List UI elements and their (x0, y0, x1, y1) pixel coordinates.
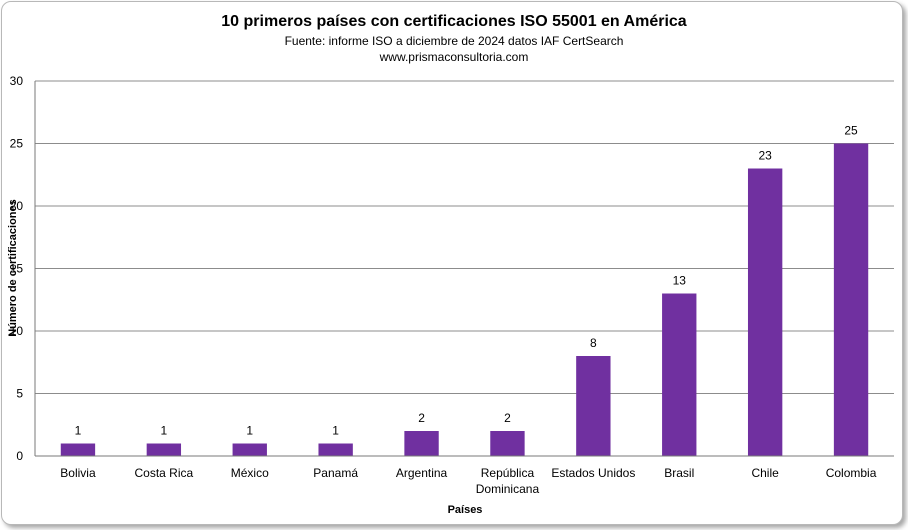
data-label: 8 (590, 336, 597, 350)
bar (833, 143, 869, 456)
x-tick-label: Bolivia (60, 466, 96, 480)
data-label: 1 (161, 424, 168, 438)
x-tick-label-line: Dominicana (476, 482, 540, 496)
x-tick-label-line: Bolivia (60, 466, 96, 480)
chart-title: 10 primeros países con certificaciones I… (221, 13, 687, 30)
data-label: 1 (332, 424, 339, 438)
data-labels: 1 1 1 1 2 2 8 13 23 25 (75, 124, 858, 438)
y-tick-label: 15 (10, 262, 24, 276)
bar (318, 443, 353, 456)
chart-subtitle: Fuente: informe ISO a diciembre de 2024 … (285, 34, 624, 48)
bar (662, 293, 697, 456)
data-label: 1 (246, 424, 253, 438)
x-tick-label-line: Estados Unidos (551, 466, 635, 480)
x-tick-labels: Bolivia Costa Rica México Panamá Argentina Re… (60, 466, 876, 496)
x-tick-label: Chile (751, 466, 779, 480)
x-tick-label: México (231, 466, 269, 480)
y-tick-label: 30 (10, 74, 24, 88)
y-tick-labels: 0 5 10 15 20 25 30 (10, 74, 24, 463)
x-tick-label: Colombia (826, 466, 877, 480)
y-tick-label: 10 (10, 324, 24, 338)
data-label: 13 (673, 274, 687, 288)
x-tick-label-line: Colombia (826, 466, 877, 480)
y-tick-label: 25 (10, 137, 24, 151)
bar (60, 443, 96, 456)
bars (60, 143, 869, 456)
bar (576, 356, 611, 456)
x-tick-label-line: Brasil (664, 466, 694, 480)
data-label: 2 (418, 411, 425, 425)
bar (747, 168, 783, 456)
x-tick-label: Costa Rica (135, 466, 194, 480)
data-label: 2 (504, 411, 511, 425)
y-tick-label: 0 (16, 449, 23, 463)
x-tick-label-line: Costa Rica (135, 466, 194, 480)
bar (146, 443, 182, 456)
bar (404, 431, 439, 456)
x-tick-label: Estados Unidos (551, 466, 635, 480)
bar (232, 443, 267, 456)
x-tick-label: Brasil (664, 466, 694, 480)
data-label: 25 (844, 124, 858, 138)
y-tick-label: 5 (16, 387, 23, 401)
x-tick-label-line: México (231, 466, 269, 480)
x-axis-title: Países (448, 504, 483, 516)
x-tick-label-line: Chile (751, 466, 779, 480)
x-tick-label: República Dominicana (476, 466, 540, 496)
x-tick-label-line: Argentina (396, 466, 448, 480)
x-tick-label-line: República (481, 466, 535, 480)
y-axis-title: Número de certificaciones (7, 199, 19, 337)
data-label: 23 (758, 149, 772, 163)
data-label: 1 (75, 424, 82, 438)
x-tick-label-line: Panamá (313, 466, 358, 480)
bar (490, 431, 525, 456)
chart-source-url: www.prismaconsultoria.com (379, 50, 529, 64)
x-tick-label: Panamá (313, 466, 358, 480)
x-tick-label: Argentina (396, 466, 448, 480)
y-tick-label: 20 (10, 199, 24, 213)
